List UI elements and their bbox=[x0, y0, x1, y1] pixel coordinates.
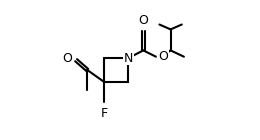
Text: F: F bbox=[101, 107, 108, 120]
Text: O: O bbox=[158, 50, 168, 63]
Text: O: O bbox=[63, 52, 73, 65]
Text: O: O bbox=[138, 14, 148, 27]
Text: N: N bbox=[124, 52, 133, 65]
